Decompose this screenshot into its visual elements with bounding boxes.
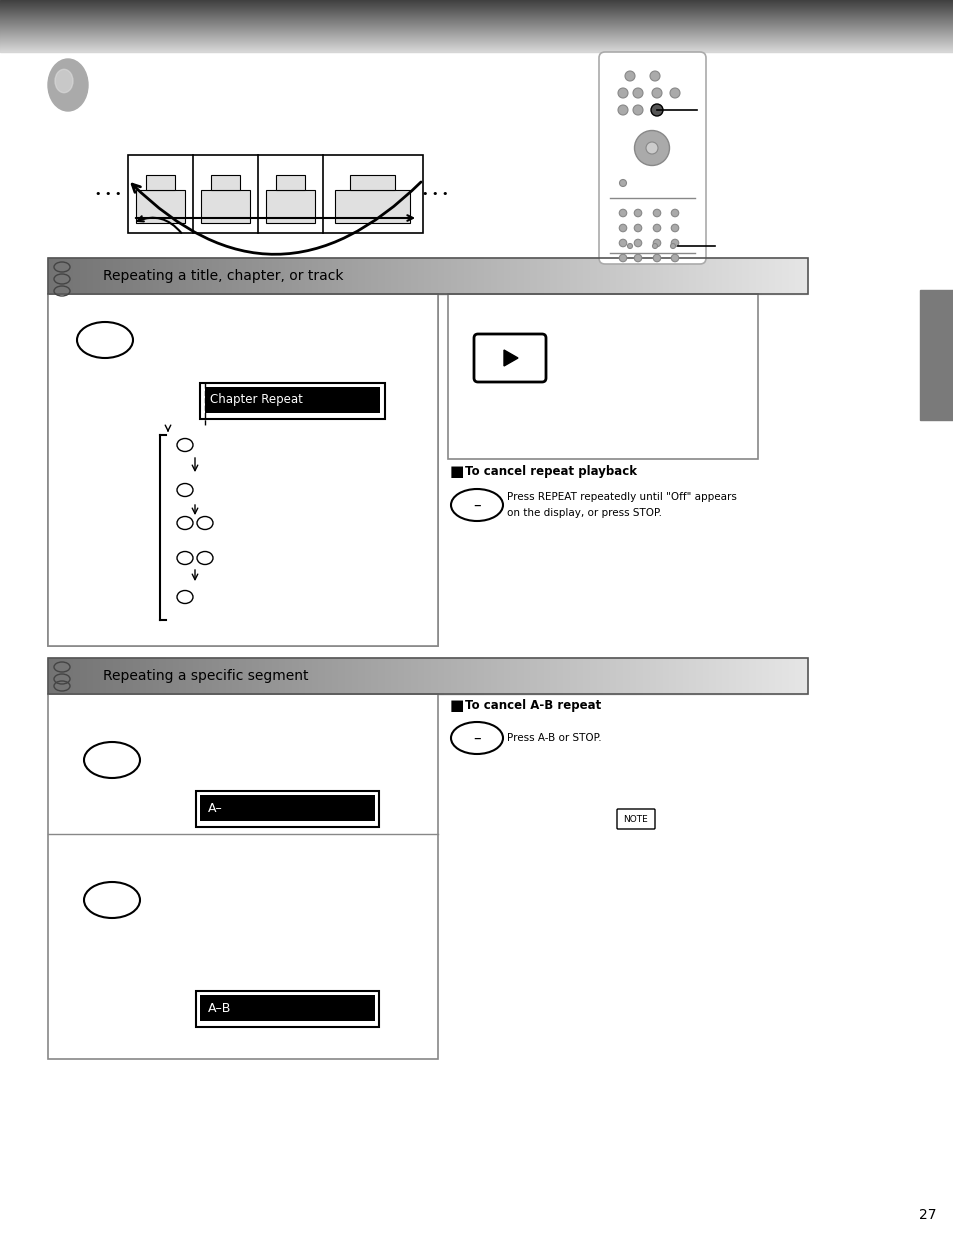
Polygon shape <box>503 350 517 366</box>
Ellipse shape <box>671 225 678 232</box>
Ellipse shape <box>671 254 678 262</box>
Ellipse shape <box>633 88 642 98</box>
FancyArrowPatch shape <box>132 182 420 254</box>
Ellipse shape <box>84 882 140 918</box>
Ellipse shape <box>77 322 132 358</box>
Ellipse shape <box>633 105 642 115</box>
Text: –: – <box>473 498 480 513</box>
Bar <box>350 175 395 190</box>
Ellipse shape <box>653 254 660 262</box>
Ellipse shape <box>48 59 88 111</box>
Ellipse shape <box>634 225 641 232</box>
Bar <box>266 190 314 224</box>
Ellipse shape <box>634 131 669 165</box>
Text: Press A-B or STOP.: Press A-B or STOP. <box>506 734 601 743</box>
Text: Chapter Repeat: Chapter Repeat <box>210 394 302 406</box>
Bar <box>201 190 250 224</box>
Ellipse shape <box>618 240 626 247</box>
Ellipse shape <box>451 489 502 521</box>
Text: on the display, or press STOP.: on the display, or press STOP. <box>506 508 661 517</box>
Bar <box>136 190 185 224</box>
Ellipse shape <box>618 225 626 232</box>
Ellipse shape <box>618 88 627 98</box>
Ellipse shape <box>651 88 661 98</box>
FancyBboxPatch shape <box>474 333 545 382</box>
Ellipse shape <box>653 225 660 232</box>
FancyArrowPatch shape <box>137 216 181 233</box>
Text: –: – <box>473 730 480 746</box>
Ellipse shape <box>649 70 659 82</box>
Ellipse shape <box>627 243 632 248</box>
Ellipse shape <box>618 105 627 115</box>
Ellipse shape <box>634 209 641 217</box>
Text: Repeating a specific segment: Repeating a specific segment <box>103 669 308 683</box>
Ellipse shape <box>451 722 502 755</box>
Ellipse shape <box>645 142 658 154</box>
Bar <box>48 294 437 646</box>
Text: NOTE: NOTE <box>623 815 648 824</box>
Text: • • •: • • • <box>421 189 448 199</box>
Ellipse shape <box>618 179 626 186</box>
Bar <box>205 387 379 412</box>
Bar <box>128 156 422 233</box>
Bar <box>200 795 375 821</box>
Ellipse shape <box>624 70 635 82</box>
Bar <box>146 175 175 190</box>
Text: 27: 27 <box>919 1208 936 1221</box>
Bar <box>919 290 953 420</box>
FancyBboxPatch shape <box>48 294 437 646</box>
Ellipse shape <box>618 254 626 262</box>
Ellipse shape <box>652 243 657 248</box>
Text: To cancel repeat playback: To cancel repeat playback <box>464 466 637 478</box>
Text: ■: ■ <box>450 698 464 713</box>
FancyBboxPatch shape <box>598 52 705 264</box>
Bar <box>48 694 437 1058</box>
Bar <box>448 294 758 459</box>
Text: ■: ■ <box>450 464 464 479</box>
Text: To cancel A-B repeat: To cancel A-B repeat <box>464 699 600 711</box>
Ellipse shape <box>650 104 662 116</box>
Ellipse shape <box>84 742 140 778</box>
Ellipse shape <box>634 254 641 262</box>
Ellipse shape <box>55 69 73 93</box>
Bar <box>195 990 378 1028</box>
Text: A–: A– <box>208 802 222 815</box>
Ellipse shape <box>634 240 641 247</box>
Bar <box>211 175 240 190</box>
Bar <box>275 175 305 190</box>
Text: Repeating a title, chapter, or track: Repeating a title, chapter, or track <box>103 269 343 283</box>
Ellipse shape <box>670 243 675 248</box>
Ellipse shape <box>671 240 678 247</box>
Text: A–B: A–B <box>208 1002 232 1014</box>
Bar <box>200 383 385 419</box>
Bar <box>335 190 410 224</box>
Bar <box>200 995 375 1021</box>
FancyBboxPatch shape <box>617 809 655 829</box>
Ellipse shape <box>618 209 626 217</box>
Bar <box>195 790 378 827</box>
Ellipse shape <box>669 88 679 98</box>
Text: Press REPEAT repeatedly until "Off" appears: Press REPEAT repeatedly until "Off" appe… <box>506 492 736 501</box>
Text: • • •: • • • <box>94 189 121 199</box>
Ellipse shape <box>653 240 660 247</box>
Ellipse shape <box>671 209 678 217</box>
Bar <box>48 658 807 694</box>
Ellipse shape <box>653 209 660 217</box>
Bar <box>48 258 807 294</box>
